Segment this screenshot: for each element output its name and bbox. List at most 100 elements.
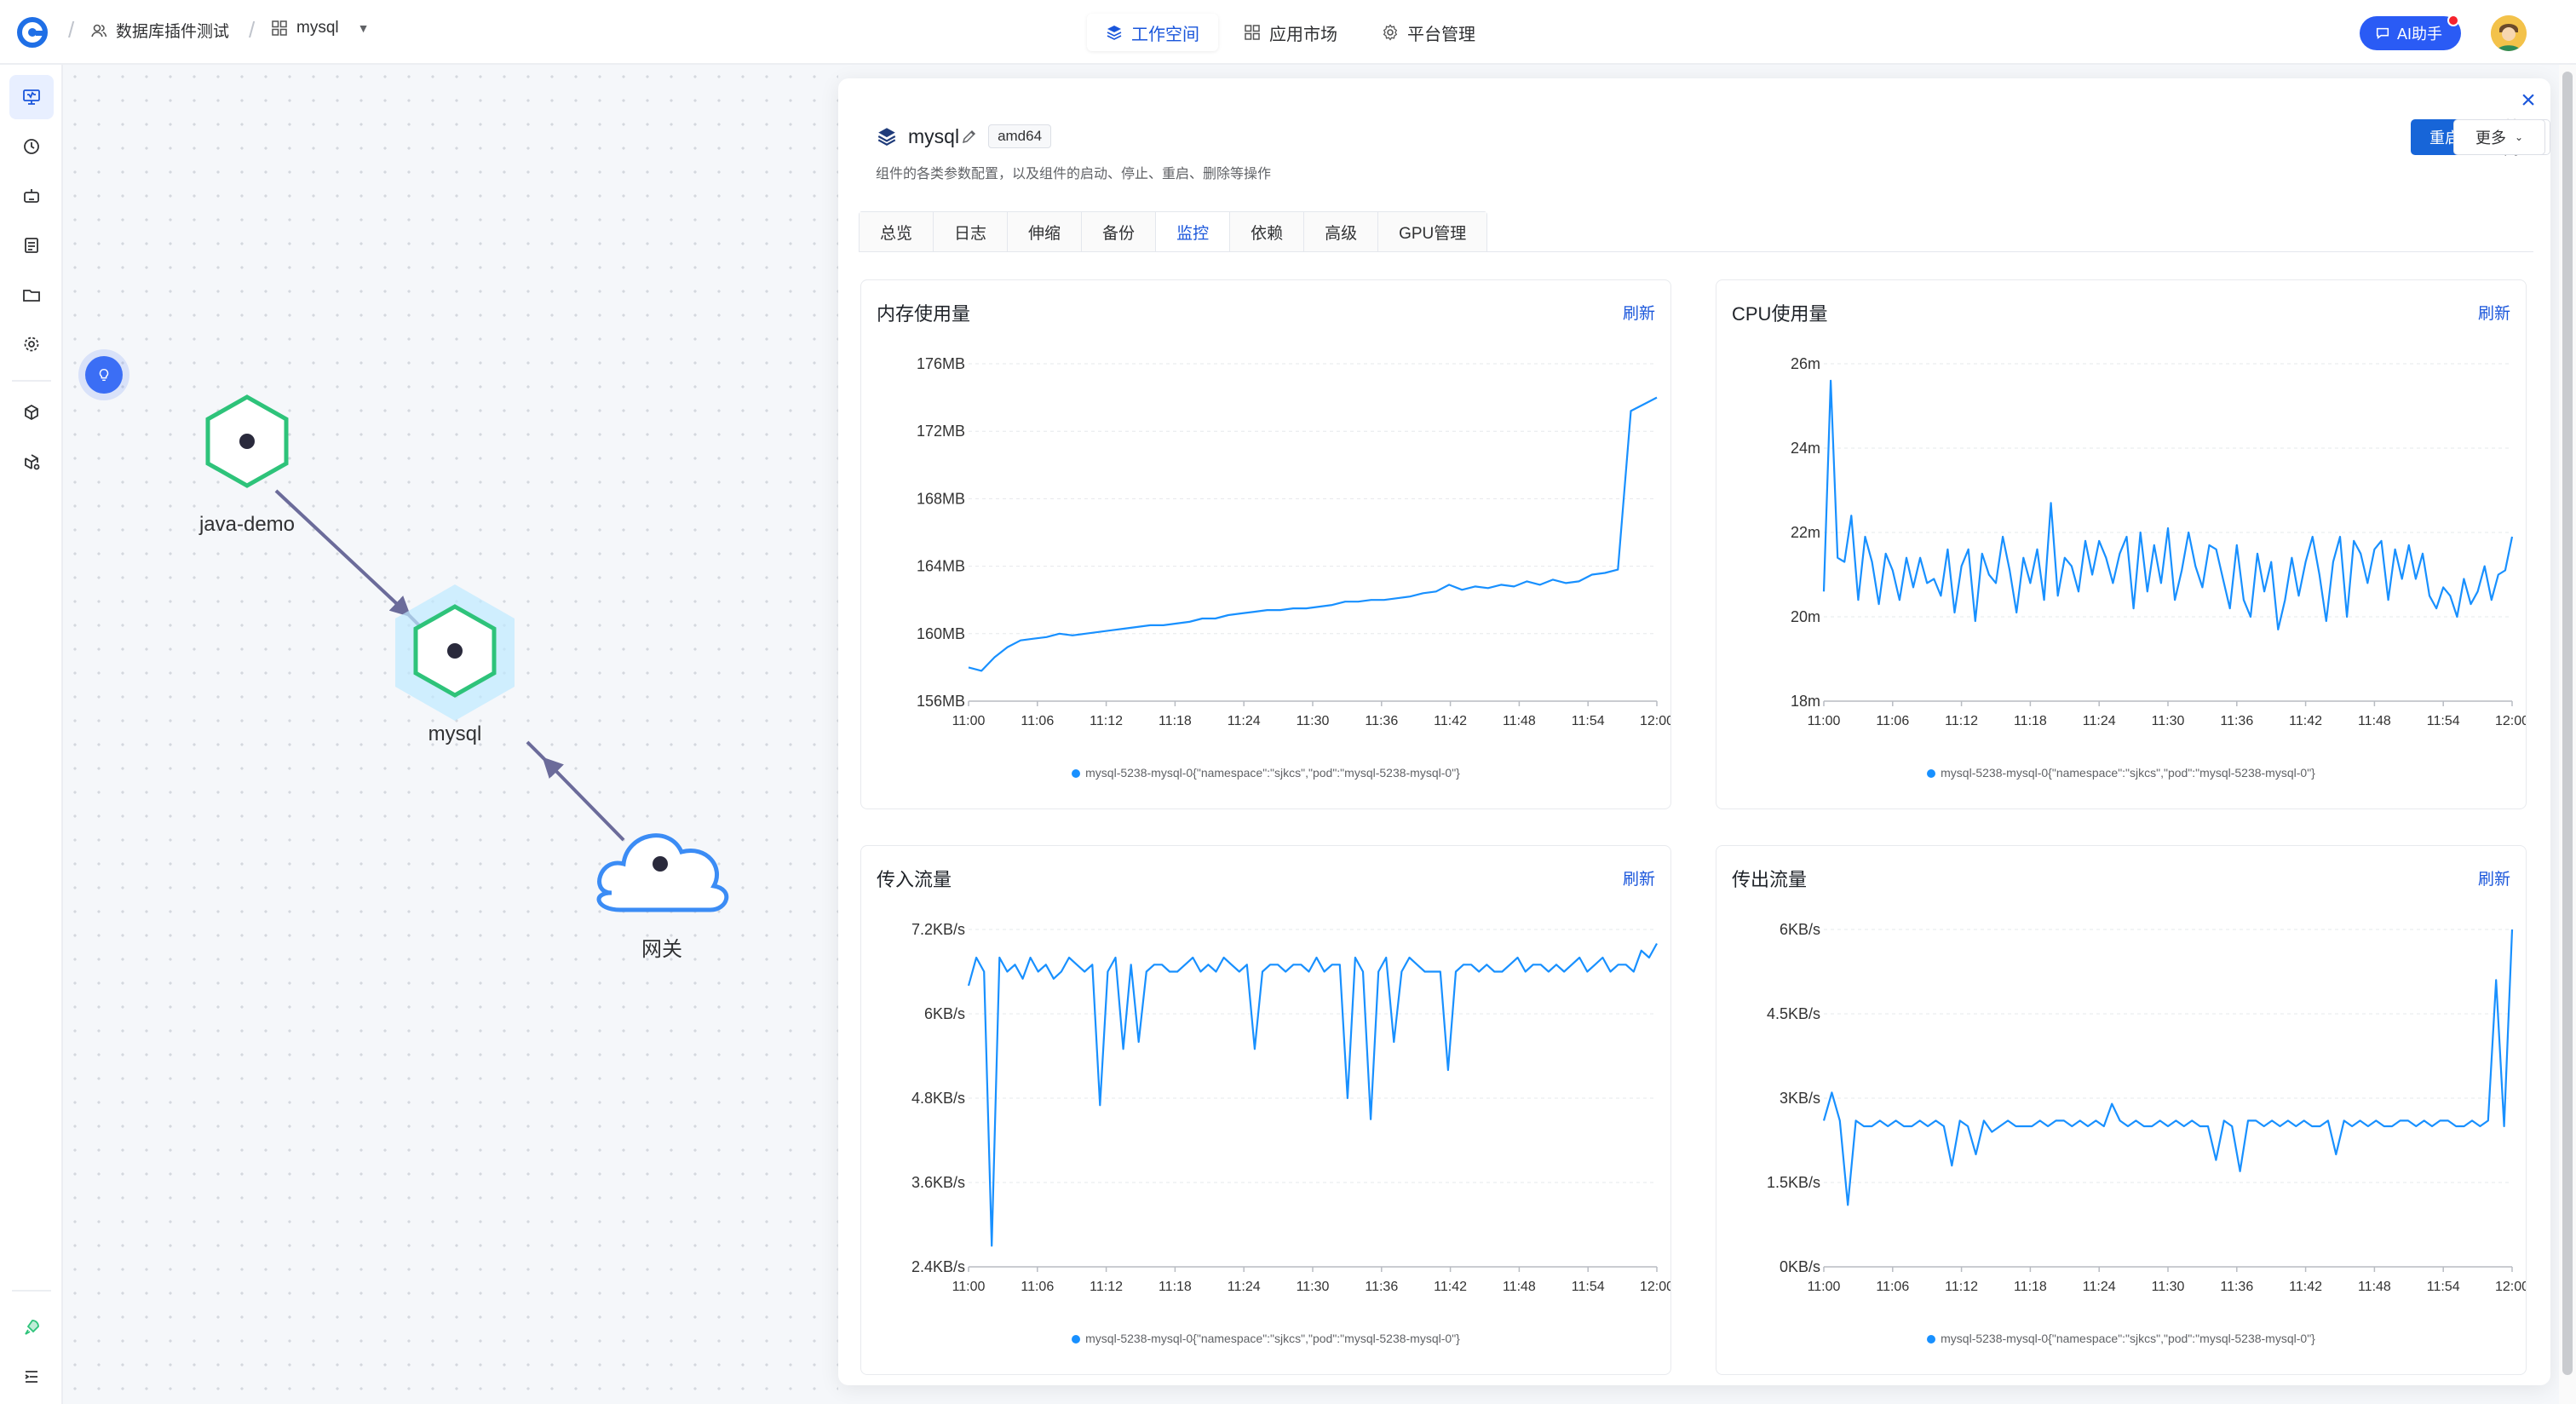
y-tick-label: 26m [1791,355,1820,372]
y-tick-label: 3KB/s [1780,1090,1820,1107]
x-tick-label: 11:00 [952,714,986,728]
node-gateway[interactable] [596,833,729,912]
x-tick-label: 11:36 [1365,1280,1398,1294]
component-name: mysql [908,124,960,147]
avatar[interactable] [2491,15,2527,51]
x-tick-label: 11:12 [1945,714,1978,728]
rail-settings[interactable] [9,322,54,366]
tab-advanced[interactable]: 高级 [1304,212,1379,251]
legend-label: mysql-5238-mysql-0{"namespace":"sjkcs","… [1941,1332,2315,1345]
refresh-link[interactable]: 刷新 [2477,305,2510,323]
x-tick-label: 11:48 [2358,1280,2391,1294]
node-label-mysql: mysql [428,722,482,745]
rail-component-settings[interactable] [9,440,54,484]
breadcrumb-team[interactable]: 数据库插件测试 [90,19,229,42]
refresh-link[interactable]: 刷新 [1622,305,1655,323]
arch-badge: amd64 [988,124,1052,148]
refresh-link[interactable]: 刷新 [2477,871,2510,889]
x-tick-label: 11:42 [1434,714,1467,728]
chevron-down-icon: ⌄ [2514,131,2524,143]
tips-button[interactable] [85,356,123,394]
rail-divider [12,1290,51,1292]
ai-assistant-button[interactable]: AI助手 [2360,14,2462,50]
tab-scaling[interactable]: 伸缩 [1008,212,1083,251]
rail-history[interactable] [9,124,54,169]
series-line [968,396,1658,672]
legend-dot [1072,769,1081,778]
scroll-thumb[interactable] [2562,72,2573,1375]
nav-platform-admin-label: 平台管理 [1407,25,1475,44]
x-tick-label: 11:54 [1572,714,1605,728]
chart-legend[interactable]: mysql-5238-mysql-0{"namespace":"sjkcs","… [861,766,1670,780]
edit-icon[interactable] [961,128,978,145]
grid-icon [1245,25,1260,40]
chart-legend[interactable]: mysql-5238-mysql-0{"namespace":"sjkcs","… [1716,766,2526,780]
x-tick-label: 12:00 [1640,714,1670,728]
tab-backup[interactable]: 备份 [1082,212,1157,251]
top-navigation: 工作空间 应用市场 平台管理 [1087,14,1494,51]
rail-collapse[interactable] [9,1355,54,1399]
node-java-demo[interactable] [205,394,289,488]
x-tick-label: 11:36 [2220,1280,2253,1294]
component-drawer: × mysql amd64 组件的各类参数配置，以及组件的启动、停止、重启、删除… [838,78,2550,1385]
tab-bar: 总览 日志 伸缩 备份 监控 依赖 高级 GPU管理 [859,211,1488,252]
y-tick-label: 4.8KB/s [911,1090,965,1107]
close-icon[interactable]: × [2521,86,2536,114]
x-tick-label: 11:00 [1808,714,1841,728]
y-tick-label: 18m [1791,693,1820,710]
clock-icon [24,139,39,154]
y-tick-label: 7.2KB/s [911,921,965,938]
rail-documents[interactable] [9,223,54,268]
rail-monitor[interactable] [9,75,54,119]
legend-dot [1927,769,1936,778]
rail-components[interactable] [9,390,54,434]
x-tick-label: 11:18 [2014,1280,2047,1294]
tab-overview[interactable]: 总览 [860,212,934,251]
y-tick-label: 20m [1791,608,1820,625]
breadcrumb-app-label: mysql [296,19,339,37]
rail-files[interactable] [9,273,54,317]
x-tick-label: 11:24 [2083,1280,2116,1294]
logo-icon[interactable] [17,17,48,48]
more-dropdown-button[interactable]: 更多 ⌄ [2453,119,2545,155]
x-tick-label: 11:54 [2427,1280,2460,1294]
nav-platform-admin[interactable]: 平台管理 [1363,14,1494,51]
chart-legend[interactable]: mysql-5238-mysql-0{"namespace":"sjkcs","… [861,1332,1670,1345]
rail-deploy[interactable] [9,1305,54,1349]
caret-down-icon[interactable]: ▼ [357,21,370,35]
tab-monitoring[interactable]: 监控 [1156,212,1231,251]
node-label-gateway: 网关 [641,938,682,961]
more-label: 更多 [2475,129,2506,147]
tab-dependencies[interactable]: 依赖 [1230,212,1305,251]
breadcrumb-app[interactable]: mysql ▼ [271,19,369,37]
x-tick-label: 11:48 [2358,714,2391,728]
page-scrollbar[interactable] [2559,65,2576,1404]
y-tick-label: 156MB [917,693,965,710]
nav-app-market[interactable]: 应用市场 [1225,14,1356,51]
layers-icon [1107,26,1122,40]
rail-divider [12,380,51,382]
breadcrumb-separator: / [249,17,256,43]
x-tick-label: 11:30 [2152,714,2185,728]
notification-dot [2447,14,2460,26]
nav-workspace[interactable]: 工作空间 [1087,14,1218,51]
component-header: mysql amd64 [876,124,1052,148]
chart-legend[interactable]: mysql-5238-mysql-0{"namespace":"sjkcs","… [1716,1332,2526,1345]
nav-app-market-label: 应用市场 [1269,25,1337,44]
legend-label: mysql-5238-mysql-0{"namespace":"sjkcs","… [1085,1332,1460,1345]
y-tick-label: 6KB/s [924,1005,965,1022]
y-tick-label: 4.5KB/s [1767,1005,1820,1022]
topology-canvas[interactable]: java-demo mysql 网关 [63,65,838,1404]
y-tick-label: 3.6KB/s [911,1174,965,1191]
component-description: 组件的各类参数配置，以及组件的启动、停止、重启、删除等操作 [876,167,1272,181]
refresh-link[interactable]: 刷新 [1622,871,1655,889]
x-tick-label: 11:00 [1808,1280,1841,1294]
node-mysql[interactable] [395,584,515,721]
x-tick-label: 11:06 [1876,714,1909,728]
tab-logs[interactable]: 日志 [934,212,1009,251]
y-tick-label: 164MB [917,558,965,575]
edge-java-demo-to-mysql [274,489,411,618]
tab-gpu[interactable]: GPU管理 [1378,212,1487,251]
rail-robot[interactable] [9,174,54,218]
y-tick-label: 176MB [917,355,965,372]
